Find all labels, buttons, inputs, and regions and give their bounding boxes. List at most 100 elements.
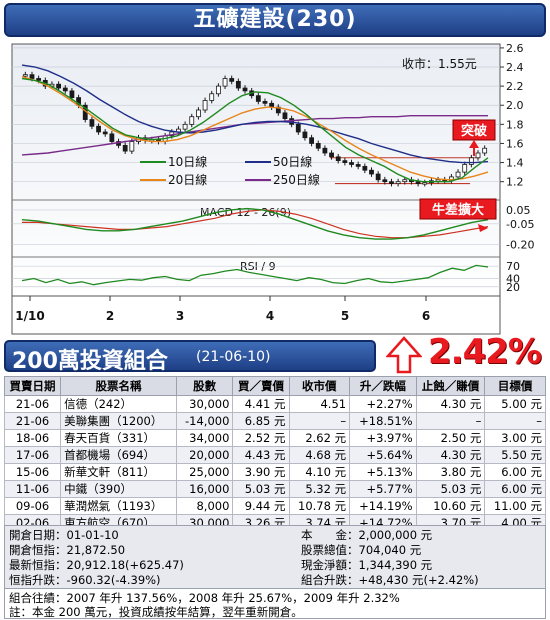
rsi-line xyxy=(21,264,489,286)
candle-body xyxy=(329,152,334,158)
cell-stock-name: 華潤燃氣（1193） xyxy=(60,497,177,515)
cell-shares: -14,000 xyxy=(175,412,234,430)
table-row: 09-06 華潤燃氣（1193） 8,000 9.44 元 10.78 元 +14.19%… xyxy=(3,497,546,515)
cell-target-price: 11.00 元 xyxy=(484,497,546,515)
cell-stop-loss: 10.60 元 xyxy=(415,497,486,515)
table-row: 11-06 中鐵（390） 16,000 5.03 元 5.32 元 +5.77% 5.03… xyxy=(3,480,546,498)
price-tick-label: 1.4 xyxy=(506,157,524,170)
candle-body xyxy=(255,95,261,102)
table-row: 21-06 美聯集團（1200） -14,000 6.85 元 – +18.51% – – xyxy=(3,412,546,430)
x-tick-label: 4 xyxy=(266,309,274,323)
cell-stop-loss: 2.50 元 xyxy=(415,429,486,447)
cell-stock-name: 春天百貨（331） xyxy=(60,429,177,447)
header-change: 升／跌幅 xyxy=(349,376,417,396)
cell-buy-sell-price: 6.85 元 xyxy=(232,412,290,430)
cell-shares: 8,000 xyxy=(175,497,234,515)
stock-chart: 2.6 2.4 2.2 2.0 1.8 1.6 1.4 1.2 收市：1.55元 10日線 50日線… xyxy=(11,42,534,335)
cell-buy-sell-price: 3.90 元 xyxy=(232,463,290,481)
legend-ma20-label: 20日線 xyxy=(168,172,207,187)
cell-target-price: 5.00 元 xyxy=(484,395,546,413)
cell-close-price: 2.62 元 xyxy=(288,429,351,447)
history-record: 組合往績：2007 年升 137.56%，2008 年升 25.67%，2009… xyxy=(9,591,400,605)
rsi-tick-label: 40 xyxy=(506,273,520,286)
price-tick-label: 2.6 xyxy=(506,42,524,55)
candle-body xyxy=(275,106,281,114)
footnote: 註：本金 200 萬元，投資成績按年結算，翌年重新開倉。 xyxy=(9,605,303,619)
candle-body xyxy=(189,116,195,125)
header-target-price: 目標價 xyxy=(484,376,546,396)
candle-body xyxy=(342,160,348,163)
macd-tick-label: -0.20 xyxy=(506,239,534,252)
candle-body xyxy=(402,179,408,183)
callout-divergence-box xyxy=(419,198,497,220)
header-close-price: 收市價 xyxy=(288,376,351,396)
price-tick-label: 1.2 xyxy=(506,176,524,189)
price-tick-label: 2.4 xyxy=(506,61,524,74)
stock-value: 股票總值：704,040 元 xyxy=(301,543,422,557)
macd-tick-label: 0.05 xyxy=(506,204,531,217)
table-row: 17-06 首都機場（694） 20,000 4.43 元 4.68 元 +5.64% 4.… xyxy=(3,446,546,464)
portfolio-date: (21-06-10) xyxy=(196,349,271,365)
x-tick-label: 3 xyxy=(176,309,184,323)
ma50-line xyxy=(21,64,489,164)
x-tick-label: 2 xyxy=(106,309,114,323)
latest-index: 最新恒指：20,912.18(+625.47) xyxy=(9,558,184,572)
candle-body xyxy=(322,147,328,154)
chart-layer: 2.6 2.4 2.2 2.0 1.8 1.6 1.4 1.2 收市：1.55元 10日線 50日線… xyxy=(11,42,534,335)
table-row: 18-06 春天百貨（331） 34,000 2.52 元 2.62 元 +3.97% 2.… xyxy=(3,429,546,447)
callout-breakout-arrow xyxy=(469,140,479,148)
header-stop-loss: 止蝕／賺價 xyxy=(415,376,486,396)
candle-body xyxy=(389,181,394,184)
candle-body xyxy=(362,165,368,171)
candle-body xyxy=(349,162,354,165)
cell-stock-name: 新華文軒（811） xyxy=(60,463,177,481)
cell-buy-sell-price: 5.03 元 xyxy=(232,480,290,498)
cell-target-price: – xyxy=(484,412,546,430)
candle-body xyxy=(355,164,361,167)
rsi-tick-label: 20 xyxy=(506,281,520,294)
up-arrow-icon xyxy=(386,336,422,374)
footer-notes: 組合往績：2007 年升 137.56%，2008 年升 25.67%，2009… xyxy=(4,589,546,619)
macd-line xyxy=(21,207,489,240)
table-header-row: 買賣日期 股票名稱 股數 買／賣價 收市價 升／跌幅 止蝕／賺價 目標價 xyxy=(3,376,546,396)
candle-body xyxy=(69,90,75,98)
candle-body xyxy=(36,78,42,81)
cell-close-price: – xyxy=(288,412,351,430)
cell-change: +18.51% xyxy=(349,412,417,430)
cell-buy-sell-price: 4.43 元 xyxy=(232,446,290,464)
candle-body xyxy=(235,80,241,89)
cell-shares: 16,000 xyxy=(175,480,234,498)
x-tick-label: 1/10 xyxy=(15,309,44,323)
header-trade-date: 買賣日期 xyxy=(3,376,62,396)
chart-frame xyxy=(11,43,501,297)
rsi-tick-label: 70 xyxy=(506,260,520,273)
cell-close-price: 5.32 元 xyxy=(288,480,351,498)
cell-shares: 20,000 xyxy=(175,446,234,464)
cell-close-price: 10.78 元 xyxy=(288,497,351,515)
holdings-table: 買賣日期 股票名稱 股數 買／賣價 收市價 升／跌幅 止蝕／賺價 目標價 21-… xyxy=(3,376,546,532)
cell-trade-date: 21-06 xyxy=(3,412,62,430)
candle-body xyxy=(96,125,101,133)
cell-trade-date: 15-06 xyxy=(3,463,62,481)
candle-body xyxy=(482,147,488,154)
cell-trade-date: 17-06 xyxy=(3,446,62,464)
candle-body xyxy=(302,131,308,139)
candle-body xyxy=(229,78,235,82)
candle-body xyxy=(475,152,481,159)
price-tick-label: 1.6 xyxy=(506,137,524,150)
table-row: 15-06 新華文軒（811） 25,000 3.90 元 4.10 元 +5.13% 3.… xyxy=(3,463,546,481)
index-change: 恒指升跌：-960.32(-4.39%) xyxy=(9,573,161,587)
callout-divergence: 牛差擴大 xyxy=(432,202,484,218)
portfolio-header: 200萬投資組合 (21-06-10) xyxy=(4,340,376,374)
cell-shares: 30,000 xyxy=(175,395,234,413)
legend-ma50-label: 50日線 xyxy=(273,154,312,169)
cell-close-price: 4.10 元 xyxy=(288,463,351,481)
candle-body xyxy=(62,87,68,92)
close-price-label: 收市：1.55元 xyxy=(402,56,477,71)
ma250-line xyxy=(21,114,488,156)
portfolio-change: 組合升跌：+48,430 元(+2.42%) xyxy=(301,573,479,587)
cash-balance: 現金淨額：1,344,390 元 xyxy=(301,558,433,572)
cell-change: +5.64% xyxy=(349,446,417,464)
cell-trade-date: 18-06 xyxy=(3,429,62,447)
